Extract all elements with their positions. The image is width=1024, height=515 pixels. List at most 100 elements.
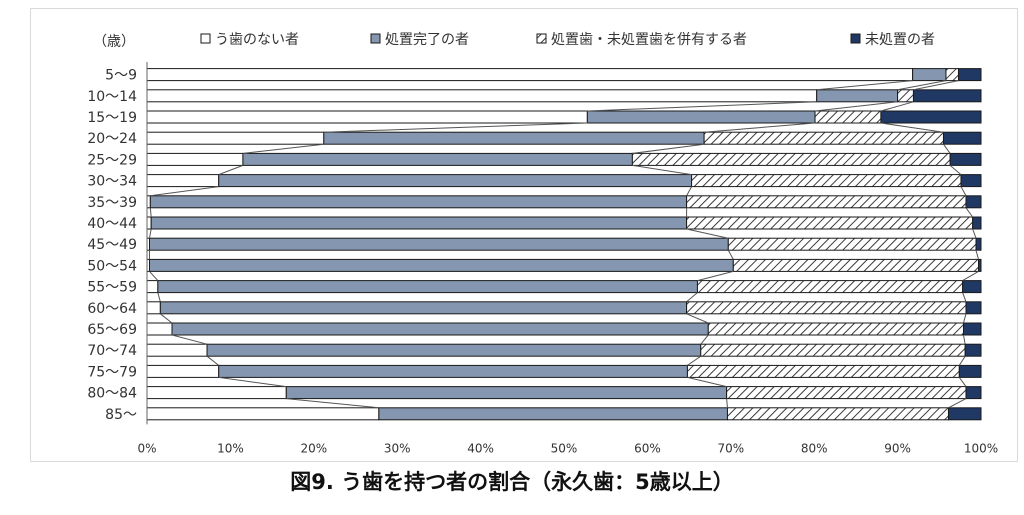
x-tick-label: 90% [884, 441, 911, 455]
x-tick-label: 10% [217, 441, 244, 455]
bar-segment [727, 237, 977, 251]
series-line [686, 228, 729, 239]
legend-swatch [536, 33, 547, 44]
bar-segment [947, 407, 982, 421]
series-line [587, 101, 817, 112]
bar-segment [707, 322, 964, 336]
series-line [632, 143, 705, 154]
series-line [218, 376, 287, 388]
bar-segment [965, 195, 982, 209]
series-line [962, 334, 966, 345]
series-line [686, 186, 693, 197]
bar-segment [977, 258, 982, 272]
legend-swatch [850, 33, 861, 44]
series-line [697, 270, 734, 282]
bar-segment [958, 364, 982, 378]
x-tick-label: 70% [717, 441, 744, 455]
bar-segment [206, 343, 702, 357]
category-label: 30〜34 [87, 174, 137, 190]
series-line [704, 122, 816, 133]
series-line [949, 165, 962, 175]
series-line [687, 355, 702, 366]
bar-segment [146, 110, 588, 124]
bar-segment [972, 216, 982, 230]
series-line [686, 292, 698, 303]
series-line [160, 313, 173, 324]
bar-segment [691, 174, 962, 188]
series-line [149, 207, 152, 218]
series-line [962, 292, 967, 302]
bar-segment [218, 174, 693, 188]
bar-segment [965, 386, 982, 400]
bar-segment [146, 195, 151, 209]
bar-segment [285, 386, 728, 400]
bar-segment [962, 322, 982, 336]
bar-segment [150, 216, 688, 230]
series-line [958, 377, 967, 387]
bar-segment [378, 407, 728, 421]
series-line [880, 101, 914, 112]
bar-segment [149, 237, 729, 251]
series-line [960, 186, 967, 197]
bar-segment [726, 407, 949, 421]
series-line [975, 250, 979, 260]
series-line [171, 334, 208, 345]
x-tick-label: 40% [467, 441, 494, 455]
series-line [149, 271, 159, 281]
series-line [958, 355, 966, 366]
bar-segment [726, 386, 967, 400]
bar-segment [146, 301, 161, 315]
legend-swatch [200, 33, 211, 44]
series-line [965, 207, 974, 218]
category-label: 15〜19 [87, 110, 137, 126]
chart-frame: 0% 10% 20% 30% 40% 50% 60% 70% 80% 90% 100% （歳） 5〜9 1… [30, 8, 1018, 462]
bar-segment [880, 110, 982, 124]
series-line [323, 122, 588, 133]
figure-caption: 図9. う歯を持つ者の割合（永久歯：5歳以上） [290, 470, 734, 494]
series-line [943, 143, 951, 154]
stacked-bar-chart: 0% 10% 20% 30% 40% 50% 60% 70% 80% 90% 100% （歳） 5〜9 1… [87, 32, 998, 455]
bar-segment [146, 280, 159, 294]
bar-segment [814, 110, 882, 124]
x-tick-label: 100% [964, 441, 998, 455]
category-label: 80〜84 [87, 386, 137, 402]
bar-segment [703, 131, 944, 145]
category-label: 10〜14 [87, 89, 137, 105]
bar-segment [146, 343, 208, 357]
category-label: 70〜74 [87, 343, 137, 359]
series-line [814, 101, 898, 112]
bar-segment [146, 364, 220, 378]
category-label: 60〜64 [87, 301, 137, 317]
category-label: 40〜44 [87, 216, 137, 232]
bar-segment [912, 68, 947, 82]
series-line [897, 80, 947, 91]
category-label: 5〜9 [105, 68, 137, 84]
bar-segment [323, 131, 705, 145]
series-line [686, 313, 709, 324]
x-tick-label: 0% [137, 441, 156, 455]
legend-swatch [370, 33, 381, 44]
series-line [218, 164, 244, 176]
series-line [972, 228, 977, 239]
series-line [816, 80, 913, 91]
bar-segment [732, 258, 979, 272]
bar-segment [912, 89, 982, 103]
legend-label: 未処置の者 [865, 32, 935, 48]
series-line [913, 80, 959, 91]
bar-segment [146, 152, 244, 166]
x-tick-label: 80% [801, 441, 828, 455]
x-tick-label: 50% [551, 441, 578, 455]
bar-segment [975, 237, 982, 251]
bar-segment [686, 216, 974, 230]
series-line [286, 398, 379, 409]
x-tick-label: 20% [300, 441, 327, 455]
category-label: 35〜39 [87, 195, 137, 211]
category-label: 85〜 [105, 407, 137, 423]
bar-segment [962, 280, 982, 294]
bar-segment [146, 68, 914, 82]
bar-segment [949, 152, 982, 166]
bar-segment [171, 322, 709, 336]
category-label: 25〜29 [87, 152, 137, 168]
bar-segment [159, 301, 688, 315]
category-label: 45〜49 [87, 237, 137, 253]
